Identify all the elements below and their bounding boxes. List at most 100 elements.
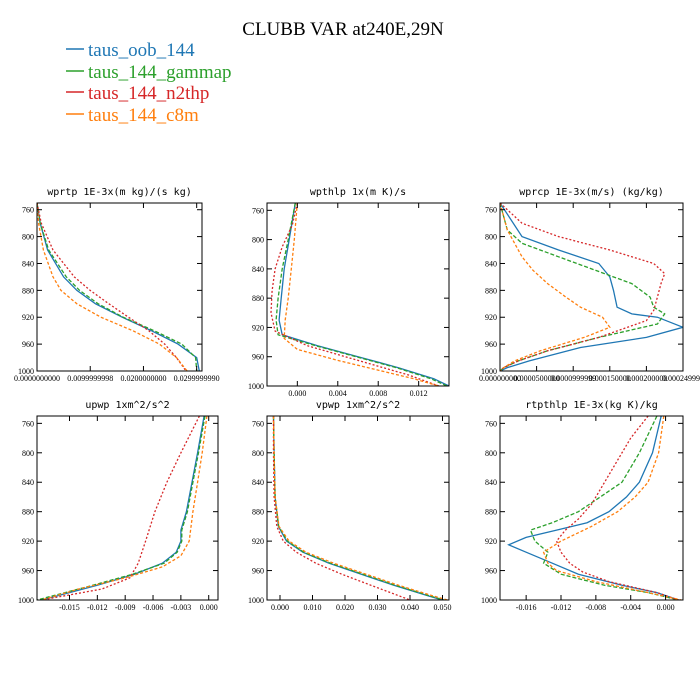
y-tick-label: 840 <box>252 478 264 487</box>
series-line-taus_144_n2thp <box>555 416 679 600</box>
x-tick-label: 0.030 <box>369 603 387 612</box>
x-tick-label: 0.0000999999 <box>550 374 596 383</box>
series-line-taus_144_gammap <box>500 203 666 371</box>
y-tick-label: 840 <box>252 265 264 274</box>
y-tick-label: 880 <box>252 508 264 517</box>
plot-frame <box>266 202 450 387</box>
x-tick-label: 0.000249999 <box>662 374 700 383</box>
panel: wprtp 1E-3x(m kg)/(s kg) 760 800 840 880 920 9… <box>14 187 220 383</box>
series-line-taus_oob_144 <box>37 203 200 371</box>
series-line-taus_144_gammap <box>529 416 679 600</box>
y-tick-label: 880 <box>22 286 34 295</box>
x-tick-label: 0.012 <box>410 389 428 398</box>
y-tick-label: 880 <box>252 294 264 303</box>
x-tick-label: -0.015 <box>59 603 80 612</box>
legend-item: taus_oob_144 <box>66 40 195 61</box>
x-tick-label: -0.003 <box>171 603 192 612</box>
y-tick-label: 960 <box>252 353 264 362</box>
y-tick-label: 1000 <box>481 596 497 605</box>
y-tick-label: 800 <box>485 233 497 242</box>
plot-frame <box>36 415 219 601</box>
x-tick-label: 0.0099999998 <box>67 374 113 383</box>
series-line-taus_144_n2thp <box>270 203 440 386</box>
y-tick-label: 1000 <box>481 367 497 376</box>
plot-frame <box>36 202 203 372</box>
series-group <box>37 416 208 600</box>
legend-label: taus_144_gammap <box>88 62 232 83</box>
x-tick-label: -0.012 <box>551 603 572 612</box>
y-tick-label: 880 <box>485 286 497 295</box>
y-tick-label: 960 <box>22 340 34 349</box>
panel: wpthlp 1x(m K)/s 760 800 840 880 920 960 1000 0.… <box>248 187 450 398</box>
y-tick-label: 1000 <box>18 367 34 376</box>
y-tick-label: 920 <box>252 323 264 332</box>
legend-label: taus_oob_144 <box>88 40 195 61</box>
series-line-taus_144_n2thp <box>41 416 200 600</box>
x-tick-label: -0.009 <box>115 603 136 612</box>
x-tick-label: 0.0000000000 <box>14 374 60 383</box>
x-tick-label: 0.0299999990 <box>174 374 220 383</box>
series-line-taus_144_n2thp <box>500 203 666 371</box>
y-tick-label: 840 <box>485 478 497 487</box>
x-tick-label: 0.000 <box>657 603 675 612</box>
legend-item: taus_144_n2thp <box>66 83 209 104</box>
y-tick-label: 920 <box>485 537 497 546</box>
series-line-taus_144_n2thp <box>37 203 187 371</box>
y-tick-label: 760 <box>485 419 497 428</box>
figure-title: CLUBB VAR at240E,29N <box>242 19 444 40</box>
x-tick-label: 0.004 <box>329 389 347 398</box>
y-tick-label: 1000 <box>248 596 264 605</box>
series-line-taus_144_c8m <box>283 203 440 386</box>
x-tick-label: 0.000200000 <box>625 374 667 383</box>
plot-frame <box>266 415 450 601</box>
plot-frame <box>499 202 684 372</box>
series-group <box>500 203 683 371</box>
series-group <box>272 416 448 600</box>
x-tick-label: 0.0200000000 <box>120 374 166 383</box>
y-tick-label: 960 <box>485 567 497 576</box>
x-tick-label: -0.012 <box>87 603 108 612</box>
x-tick-label: 0.000000000 <box>479 374 521 383</box>
legend: taus_oob_144 taus_144_gammap taus_144_n2… <box>66 40 232 126</box>
series-group <box>37 203 200 371</box>
x-tick-label: 0.040 <box>401 603 419 612</box>
panel: upwp 1xm^2/s^2 760 800 840 880 920 960 1000 -0.0… <box>18 400 219 612</box>
panel-title: wpthlp 1x(m K)/s <box>310 187 406 198</box>
y-tick-label: 800 <box>252 449 264 458</box>
y-tick-label: 840 <box>485 259 497 268</box>
series-line-taus_144_c8m <box>41 416 208 600</box>
series-line-taus_oob_144 <box>500 203 683 371</box>
series-line-taus_oob_144 <box>41 416 205 600</box>
y-tick-label: 800 <box>485 449 497 458</box>
y-tick-label: 920 <box>22 313 34 322</box>
x-tick-label: 0.020 <box>336 603 354 612</box>
legend-item: taus_144_gammap <box>66 62 232 83</box>
y-tick-label: 960 <box>485 340 497 349</box>
panel-title: upwp 1xm^2/s^2 <box>85 400 169 411</box>
series-line-taus_144_gammap <box>275 203 448 386</box>
x-tick-label: 0.000 <box>271 603 289 612</box>
x-tick-label: 0.050 <box>434 603 452 612</box>
y-tick-label: 1000 <box>248 382 264 391</box>
y-tick-label: 800 <box>22 233 34 242</box>
y-tick-label: 920 <box>22 537 34 546</box>
y-tick-label: 760 <box>22 419 34 428</box>
series-line-taus_144_n2thp <box>272 416 411 600</box>
series-group <box>270 203 449 386</box>
x-tick-label: 0.008 <box>369 389 387 398</box>
y-tick-label: 800 <box>252 236 264 245</box>
series-line-taus_144_gammap <box>37 203 198 371</box>
panels: wprtp 1E-3x(m kg)/(s kg) 760 800 840 880 920 9… <box>14 187 700 612</box>
x-tick-label: 0.010 <box>304 603 322 612</box>
x-tick-label: -0.016 <box>516 603 537 612</box>
y-tick-label: 840 <box>22 259 34 268</box>
y-tick-label: 880 <box>22 508 34 517</box>
panel-title: vpwp 1xm^2/s^2 <box>316 400 400 411</box>
x-tick-label: 0.000 <box>200 603 218 612</box>
y-tick-label: 760 <box>22 206 34 215</box>
x-tick-label: 0.000 <box>288 389 306 398</box>
legend-item: taus_144_c8m <box>66 105 199 126</box>
y-tick-label: 960 <box>252 567 264 576</box>
panel-title: rtpthlp 1E-3x(kg K)/kg <box>525 400 657 411</box>
